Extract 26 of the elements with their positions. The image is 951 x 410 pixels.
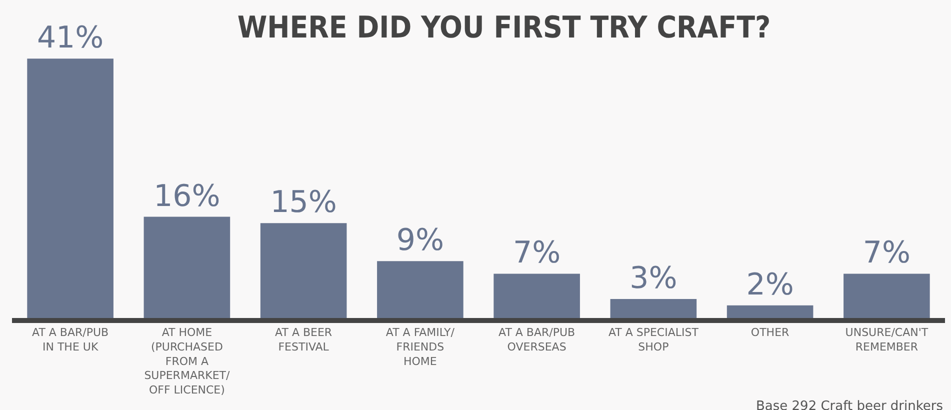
data-label: 3% — [630, 261, 678, 296]
bar — [27, 58, 114, 318]
data-label: 7% — [513, 236, 561, 271]
data-label: 7% — [862, 236, 910, 271]
x-tick-label: AT A SPECIALIST SHOP — [608, 326, 699, 354]
bar — [610, 299, 697, 318]
bar — [260, 223, 347, 318]
data-label: 41% — [36, 20, 104, 56]
chart-title: WHERE DID YOU FIRST TRY CRAFT? — [237, 10, 771, 46]
x-tick-label: AT A BAR/PUB OVERSEAS — [498, 326, 576, 354]
data-label: 15% — [270, 185, 337, 220]
x-tick-label: AT HOME (PURCHASED FROM A SUPERMARKET/ OFF LICENCE) — [144, 326, 230, 396]
bar — [494, 274, 580, 318]
x-tick-label: OTHER — [750, 326, 790, 340]
x-tick-label: AT A FAMILY/ FRIENDS HOME — [386, 326, 455, 368]
bar — [726, 305, 814, 318]
data-label: 16% — [154, 178, 220, 214]
bar — [144, 216, 230, 318]
x-tick-label: AT A BAR/PUB IN THE UK — [32, 326, 109, 354]
bar — [844, 274, 930, 318]
x-tick-label: AT A BEER FESTIVAL — [275, 326, 332, 354]
x-tick-label: UNSURE/CAN'T REMEMBER — [845, 326, 928, 354]
data-label: 2% — [746, 267, 794, 302]
bar — [377, 261, 464, 318]
data-label: 9% — [396, 223, 444, 258]
text: Base 292 Craft beer drinkers — [756, 399, 944, 410]
